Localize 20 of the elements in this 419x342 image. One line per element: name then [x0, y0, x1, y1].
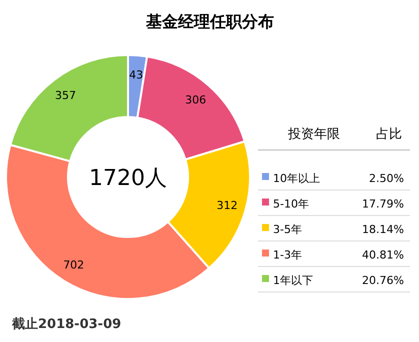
text: 40.81%	[362, 248, 404, 262]
text: 截止2018-03-09	[11, 317, 122, 332]
legend-title: 投资年限	[287, 127, 340, 142]
text: 占比	[376, 127, 402, 142]
legend-label: 10年以上	[273, 172, 320, 185]
data-label: 43	[129, 68, 144, 82]
data-label: 306	[185, 93, 206, 106]
data-label: 702	[63, 258, 84, 272]
chart-title: 基金经理任职分布	[145, 12, 274, 31]
text: 1720人	[89, 166, 167, 191]
text: 20.76%	[362, 274, 404, 287]
legend-label: 3-5年	[273, 223, 302, 236]
legend-label: 1-3年	[273, 248, 302, 262]
text: 2.50%	[369, 172, 404, 185]
data-label: 312	[216, 198, 238, 212]
data-label: 357	[54, 89, 76, 102]
legend-label: 1年以下	[273, 274, 313, 287]
text: 17.79%	[362, 198, 404, 210]
legend-label: 5-10年	[273, 198, 309, 210]
text: 18.14%	[362, 223, 404, 236]
